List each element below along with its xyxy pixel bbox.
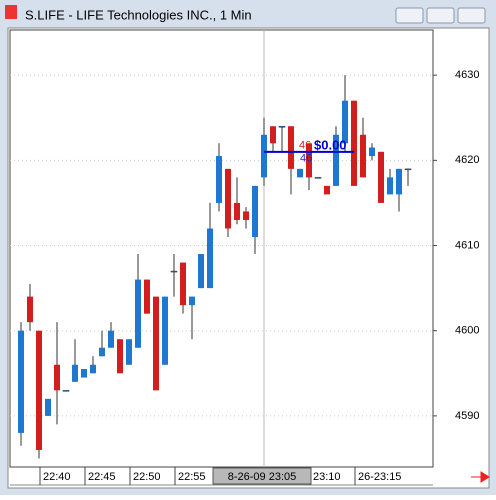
- window-title: S.LIFE - LIFE Technologies INC., 1 Min: [25, 7, 252, 22]
- candle-body: [270, 126, 276, 144]
- candle-body: [135, 279, 141, 348]
- candle-body: [72, 364, 78, 382]
- candle-body: [54, 364, 60, 391]
- plot-area: [9, 29, 434, 468]
- candle-body: [369, 147, 375, 157]
- minimize-button[interactable]: [395, 7, 424, 24]
- candle-body: [90, 364, 96, 374]
- measure-end-label: 46: [300, 153, 312, 165]
- candle-body: [189, 296, 195, 306]
- candle-body: [234, 202, 240, 220]
- candle-body: [243, 211, 249, 220]
- x-tick-label: 22:55: [178, 471, 206, 483]
- maximize-button[interactable]: [426, 7, 455, 24]
- candle-body: [351, 100, 357, 186]
- candle-body: [396, 168, 402, 195]
- y-tick-label: 4620: [455, 154, 479, 166]
- candle-body: [45, 398, 51, 416]
- candle-body: [27, 296, 33, 323]
- scroll-arrow[interactable]: [471, 471, 490, 483]
- candle-body: [108, 330, 114, 348]
- measure-change: $0.00: [314, 137, 347, 152]
- window-icon: [5, 5, 17, 19]
- candle-body: [207, 228, 213, 289]
- candle-body: [324, 185, 330, 195]
- candle-body: [278, 126, 286, 128]
- candle-body: [162, 296, 168, 365]
- cursor-label: 8-26-09 23:05: [228, 471, 297, 483]
- y-tick-label: 4610: [455, 239, 479, 251]
- candle-body: [99, 347, 105, 357]
- candle-body: [18, 330, 24, 433]
- cursor-label-box: [212, 467, 312, 485]
- candle-body: [144, 279, 150, 314]
- candle-body: [216, 156, 222, 203]
- candle-body: [36, 330, 42, 450]
- x-tick-label: 26-23:15: [358, 471, 401, 483]
- candle-body: [342, 100, 348, 144]
- candle-body: [314, 177, 322, 179]
- candle-body: [333, 134, 339, 186]
- y-tick-label: 4630: [455, 69, 479, 81]
- x-tick-label: 22:50: [133, 471, 161, 483]
- candle-body: [126, 339, 132, 365]
- candle-body: [306, 143, 312, 178]
- candle-body: [81, 369, 87, 378]
- candle-body: [252, 185, 258, 237]
- x-tick-label: 23:10: [313, 471, 341, 483]
- candle-body: [62, 390, 70, 392]
- candle-body: [360, 134, 366, 178]
- candle-body: [404, 168, 412, 171]
- candle-body: [288, 126, 294, 169]
- close-button[interactable]: [457, 7, 486, 24]
- y-tick-label: 4600: [455, 325, 479, 337]
- candle-body: [387, 177, 393, 195]
- candle-body: [180, 262, 186, 306]
- candle-body: [378, 151, 384, 203]
- candle-body: [261, 134, 267, 178]
- candle-body: [153, 296, 159, 391]
- x-tick-label: 22:40: [43, 471, 71, 483]
- measure-start-label: 46: [299, 140, 311, 152]
- x-tick-label: 22:45: [88, 471, 116, 483]
- candle-body: [297, 168, 303, 178]
- candle-body: [225, 168, 231, 229]
- candle-body: [198, 254, 204, 289]
- y-tick-label: 4590: [455, 410, 479, 422]
- candle-body: [117, 339, 123, 374]
- candle-body: [170, 270, 178, 273]
